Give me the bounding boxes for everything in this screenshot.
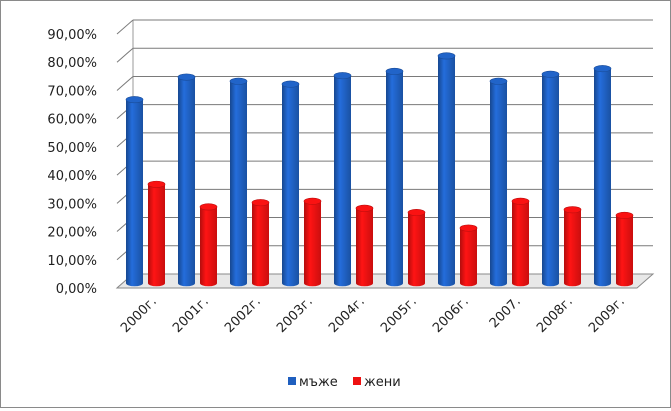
x-axis-ticks: 2000г. 2001г. 2002г. 2003г. 2004г. 2005г. 2006… xyxy=(118,294,628,336)
bar-мъже-2002г. xyxy=(229,77,248,287)
y-tick-label: 50,00% xyxy=(47,141,97,156)
y-axis-ticks: 0,00% 10,00% 20,00% 30,00% 40,00% 50,00% 60,00… xyxy=(47,28,97,297)
x-tick-label: 2005г. xyxy=(378,294,420,336)
bar-top xyxy=(407,209,426,217)
y-tick-label: 30,00% xyxy=(47,197,97,212)
legend-label: жени xyxy=(364,375,401,390)
legend-item-мъже: мъже xyxy=(288,375,338,390)
bar-body xyxy=(616,215,633,287)
legend: мъже жени xyxy=(288,375,401,390)
x-tick-label: 2004г. xyxy=(326,294,368,336)
x-tick-label: 2003г. xyxy=(274,294,316,336)
bar-body xyxy=(200,206,217,287)
bar-body xyxy=(408,212,425,287)
bar-мъже-2006г. xyxy=(437,52,456,287)
bar-body xyxy=(460,228,477,287)
bar-body xyxy=(252,202,269,287)
bar-body xyxy=(230,81,247,287)
y-tick-label: 20,00% xyxy=(47,226,97,241)
y-tick-label: 90,00% xyxy=(47,28,97,43)
bar-top xyxy=(541,70,560,78)
bar-body xyxy=(490,81,507,287)
bar-top xyxy=(251,199,270,207)
bar-top xyxy=(303,197,322,205)
bar-body xyxy=(282,84,299,287)
legend-swatch xyxy=(353,377,361,385)
bar-body xyxy=(594,68,611,287)
bar-body xyxy=(304,201,321,287)
bar-top xyxy=(281,80,300,88)
bar-body xyxy=(512,201,529,287)
legend-label: мъже xyxy=(299,375,338,390)
gridline-diagonal xyxy=(116,19,134,35)
gridline-diagonal xyxy=(116,76,134,91)
y-tick-label: 80,00% xyxy=(47,56,97,71)
bar-жени-2009г. xyxy=(615,211,634,287)
legend-swatch xyxy=(288,377,296,385)
bar-мъже-2005г. xyxy=(385,67,404,287)
bar-мъже-2003г. xyxy=(281,80,300,287)
bar-top xyxy=(333,72,352,80)
x-tick-label: 2002г. xyxy=(222,294,264,336)
bar-top xyxy=(177,73,196,81)
bar-жени-2001г. xyxy=(199,203,218,287)
x-tick-label: 2000г. xyxy=(118,294,160,336)
bar-жени-2000г. xyxy=(147,180,166,287)
bar-мъже-2009г. xyxy=(593,65,612,287)
bar-body xyxy=(148,184,165,287)
gridline-diagonal xyxy=(116,47,134,63)
bar-жени-2008г. xyxy=(563,206,582,287)
bar-top xyxy=(125,96,144,104)
bar-top xyxy=(147,180,166,188)
bar-body xyxy=(564,209,581,287)
x-tick-label: 2006г. xyxy=(430,294,472,336)
x-tick-label: 2007. xyxy=(487,294,524,331)
x-tick-label: 2008г. xyxy=(534,294,576,336)
bar-мъже-2001г. xyxy=(177,73,196,287)
bars xyxy=(125,52,634,287)
bar-top xyxy=(385,67,404,75)
bar-body xyxy=(356,208,373,287)
bar-top xyxy=(489,77,508,85)
y-tick-label: 40,00% xyxy=(47,169,97,184)
bar-жени-2007. xyxy=(511,197,530,287)
bar-top xyxy=(229,77,248,85)
bar-top xyxy=(355,204,374,212)
y-tick-label: 10,00% xyxy=(47,254,97,269)
bar-мъже-2000г. xyxy=(125,96,144,287)
bar-top xyxy=(459,224,478,232)
bar-top xyxy=(437,52,456,60)
bar-жени-2006г. xyxy=(459,224,478,287)
bar-top xyxy=(615,211,634,219)
y-tick-label: 60,00% xyxy=(47,113,97,128)
bar-мъже-2007. xyxy=(489,77,508,287)
legend-item-жени: жени xyxy=(353,375,401,390)
y-tick-label: 70,00% xyxy=(47,84,97,99)
bar-body xyxy=(386,71,403,287)
x-tick-label: 2001г. xyxy=(170,294,212,336)
bar-body xyxy=(126,99,143,287)
y-tick-label: 0,00% xyxy=(56,282,97,297)
bar-жени-2003г. xyxy=(303,197,322,287)
bar-body xyxy=(542,74,559,287)
bar-top xyxy=(511,197,530,205)
bar-body xyxy=(178,77,195,287)
bar-жени-2005г. xyxy=(407,209,426,287)
bar-жени-2004г. xyxy=(355,204,374,287)
bar-жени-2002г. xyxy=(251,199,270,287)
bar-body xyxy=(334,75,351,287)
bar-top xyxy=(593,65,612,73)
x-tick-label: 2009г. xyxy=(586,294,628,336)
bar-top xyxy=(563,206,582,214)
bar-мъже-2008г. xyxy=(541,70,560,287)
bar-top xyxy=(199,203,218,211)
bar-body xyxy=(438,55,455,287)
bar-мъже-2004г. xyxy=(333,72,352,287)
